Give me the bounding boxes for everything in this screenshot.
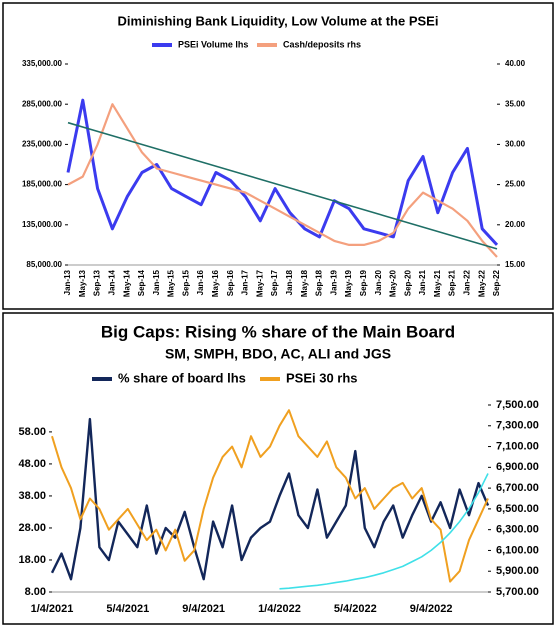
y-tick-label: 335,000.00 [22,59,63,68]
x-tick-label: Sep-19 [359,269,368,296]
x-tick-label: Sep-20 [403,269,412,296]
x-tick-label: Jan-16 [196,269,205,295]
x-tick-label: May-22 [477,269,486,297]
y-tick-label: 58.00 [18,426,46,438]
y2-tick-label: 5,700.00 [496,586,539,598]
x-tick-label: 1/4/2022 [258,603,301,615]
series-line [51,409,489,583]
y-tick-label: 235,000.00 [22,140,63,149]
chart-frame [2,2,554,310]
x-tick-label: Jan-15 [152,269,161,295]
y-tick-label: 285,000.00 [22,99,63,108]
x-tick-label: May-13 [78,269,87,297]
x-tick-label: May-14 [122,269,131,297]
y-tick-label: 85,000.00 [26,260,62,269]
x-tick-label: May-19 [344,269,353,297]
y2-tick-label: 6,100.00 [496,544,539,556]
x-tick-label: Jan-17 [241,269,250,295]
y-tick-label: 8.00 [25,586,46,598]
y2-tick-label: 7,100.00 [496,440,539,452]
x-tick-label: Sep-15 [181,269,190,296]
x-tick-label: May-20 [389,269,398,297]
y-tick-label: 28.00 [18,522,46,534]
chart-subtitle: SM, SMPH, BDO, AC, ALI and JGS [165,346,391,362]
x-tick-label: Jan-21 [418,269,427,295]
chart-title: Big Caps: Rising % share of the Main Boa… [101,322,455,341]
x-tick-label: May-15 [167,269,176,297]
x-tick-label: Jan-14 [107,269,116,295]
y2-tick-label: 6,300.00 [496,524,539,536]
x-tick-label: 1/4/2021 [31,603,74,615]
y-tick-label: 135,000.00 [22,220,63,229]
y2-tick-label: 15.00 [505,260,526,269]
y2-tick-label: 30.00 [505,140,526,149]
legend-label: % share of board lhs [118,370,246,385]
y2-tick-label: 35.00 [505,99,526,108]
y2-tick-label: 5,900.00 [496,565,539,577]
x-tick-label: Sep-14 [137,269,146,296]
legend-label: PSEi Volume lhs [178,39,248,49]
x-tick-label: Jan-18 [285,269,294,295]
x-tick-label: May-21 [433,269,442,297]
x-tick-label: Jan-19 [329,269,338,295]
series-line [50,417,490,581]
y2-tick-label: 6,700.00 [496,482,539,494]
x-tick-label: 5/4/2021 [106,603,149,615]
x-tick-label: 9/4/2021 [182,603,225,615]
y2-tick-label: 7,500.00 [496,399,539,411]
series-line [67,103,498,258]
y2-tick-label: 6,500.00 [496,503,539,515]
x-tick-label: May-16 [211,269,220,297]
y2-tick-label: 20.00 [505,220,526,229]
x-tick-label: Sep-16 [226,269,235,296]
y-tick-label: 38.00 [18,490,46,502]
x-tick-label: Sep-17 [270,269,279,296]
x-tick-label: May-18 [300,269,309,297]
legend-label: PSEi 30 rhs [286,370,358,385]
x-tick-label: Sep-22 [492,269,501,296]
y2-tick-label: 7,300.00 [496,420,539,432]
series-line [66,98,499,246]
x-tick-label: Jan-22 [463,269,472,295]
x-tick-label: Sep-21 [448,269,457,296]
y-tick-label: 48.00 [18,458,46,470]
y-tick-label: 18.00 [18,554,46,566]
trend-line [67,121,498,250]
trend-line [279,473,489,590]
legend-label: Cash/deposits rhs [283,39,361,49]
y-tick-label: 185,000.00 [22,180,63,189]
x-tick-label: Sep-13 [93,269,102,296]
chart-title: Diminishing Bank Liquidity, Low Volume a… [118,13,439,28]
y2-tick-label: 25.00 [505,180,526,189]
y2-tick-label: 6,900.00 [496,461,539,473]
x-tick-label: May-17 [255,269,264,297]
x-tick-label: 5/4/2022 [334,603,377,615]
x-tick-label: 9/4/2022 [410,603,453,615]
x-tick-label: Jan-13 [63,269,72,295]
x-tick-label: Sep-18 [315,269,324,296]
x-tick-label: Jan-20 [374,269,383,295]
y2-tick-label: 40.00 [505,59,526,68]
